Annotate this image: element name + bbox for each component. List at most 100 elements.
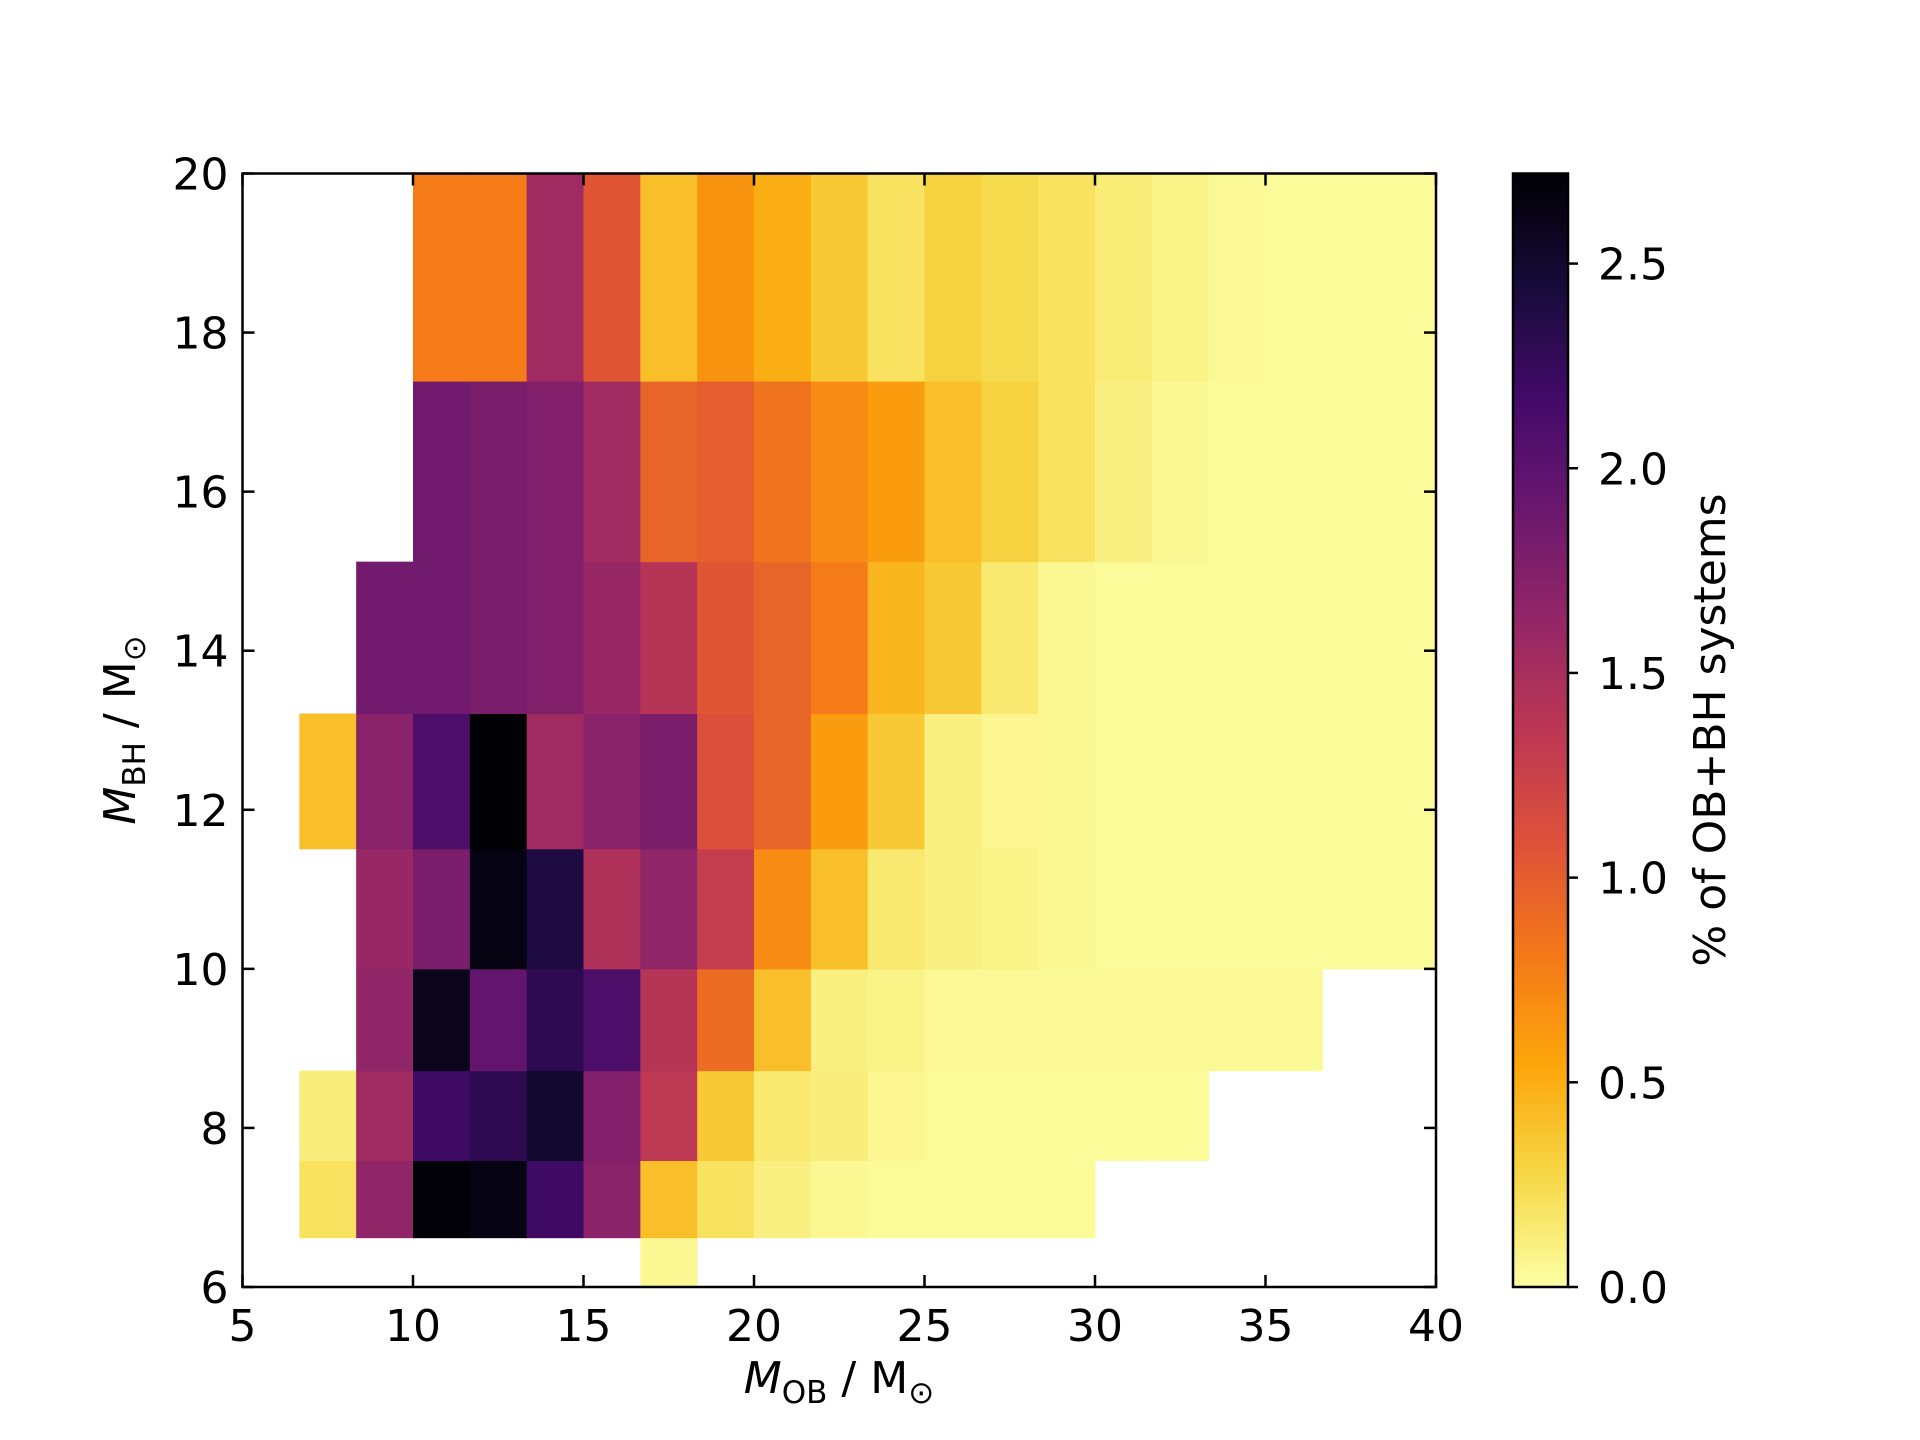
heatmap-cell [924, 1070, 982, 1162]
heatmap-cell [583, 848, 641, 970]
heatmap-cell [810, 1160, 869, 1239]
heatmap-cell [810, 1070, 869, 1162]
heatmap-cell [754, 968, 812, 1072]
heatmap-cell [526, 173, 584, 382]
heatmap-cell [697, 1070, 755, 1162]
heatmap-cell [1208, 561, 1266, 715]
x-tick-label: 5 [229, 1301, 257, 1352]
heatmap-cell [810, 381, 869, 563]
heatmap-cell [1038, 1070, 1096, 1162]
heatmap-cell [810, 173, 869, 382]
heatmap-cell [640, 1237, 698, 1288]
x-tick-label: 35 [1238, 1301, 1294, 1352]
heatmap-cell [413, 713, 471, 850]
y-label-subscript: BH [117, 742, 153, 787]
heatmap-cell [697, 381, 755, 563]
heatmap-cell [1038, 173, 1096, 382]
heatmap-cell [469, 381, 528, 563]
heatmap-cell [1095, 381, 1153, 563]
heatmap-cell [1095, 848, 1153, 970]
heatmap-cell [299, 1160, 357, 1239]
heatmap-cell [754, 848, 812, 970]
heatmap-cell [356, 1070, 414, 1162]
heatmap-cell [526, 381, 584, 563]
heatmap-cell [1095, 173, 1153, 382]
heatmap-cell [413, 848, 471, 970]
heatmap-cell [413, 1070, 471, 1162]
heatmap-cell [469, 848, 528, 970]
heatmap-cell [1151, 1070, 1210, 1162]
heatmap-cell [640, 968, 698, 1072]
heatmap-cell [640, 848, 698, 970]
heatmap-cell [754, 1160, 812, 1239]
x-tick-label: 10 [385, 1301, 441, 1352]
heatmap-cell [299, 1070, 357, 1162]
heatmap-cell [1265, 381, 1323, 563]
heatmap-cell [356, 713, 414, 850]
heatmap-cell [867, 1160, 925, 1239]
colorbar-tick-label: 1.0 [1598, 854, 1668, 905]
heatmap-cell [1095, 713, 1153, 850]
heatmap-cell [640, 381, 698, 563]
heatmap-cell [1038, 848, 1096, 970]
heatmap-cell [413, 561, 471, 715]
heatmap-cell [526, 1070, 584, 1162]
heatmap-cell [1379, 561, 1437, 715]
y-tick-label: 14 [173, 627, 229, 678]
colorbar-tick-label: 2.5 [1598, 240, 1668, 291]
heatmap-cell [1208, 173, 1266, 382]
x-label-unit: / M [827, 1353, 908, 1404]
heatmap-cell [469, 968, 528, 1072]
heatmap-cell [754, 561, 812, 715]
x-axis-label: MOB / M⊙ [744, 1353, 934, 1411]
heatmap-cell [1038, 381, 1096, 563]
heatmap-cell [526, 968, 584, 1072]
heatmap-cell [469, 1070, 528, 1162]
y-tick-label: 18 [173, 309, 229, 360]
heatmap-cell [1151, 173, 1210, 382]
heatmap-cell [1151, 713, 1210, 850]
y-label-unit: / M [95, 661, 146, 742]
heatmap-cell [583, 1160, 641, 1239]
heatmap-cell [640, 173, 698, 382]
heatmap-cell [867, 173, 925, 382]
heatmap-cell [924, 381, 982, 563]
heatmap-cell [1265, 713, 1323, 850]
heatmap-cell [1322, 381, 1380, 563]
heatmap-cell [640, 1070, 698, 1162]
heatmap-cell [810, 848, 869, 970]
heatmap [299, 173, 1437, 1288]
heatmap-cell [356, 561, 414, 715]
heatmap-cell [754, 381, 812, 563]
heatmap-cell [981, 173, 1039, 382]
plot-frame [241, 172, 1438, 1289]
heatmap-cell [583, 561, 641, 715]
heatmap-cell [1208, 381, 1266, 563]
heatmap-cell [981, 1160, 1039, 1239]
heatmap-cell [640, 1160, 698, 1239]
y-tick-label: 6 [201, 1263, 229, 1314]
heatmap-cell [981, 713, 1039, 850]
y-tick-label: 12 [173, 786, 229, 837]
heatmap-cell [1151, 561, 1210, 715]
x-label-subscript: OB [782, 1375, 828, 1411]
heatmap-cell [867, 848, 925, 970]
heatmap-cell [697, 968, 755, 1072]
heatmap-cell [1038, 561, 1096, 715]
heatmap-cell [583, 968, 641, 1072]
heatmap-cell [1095, 1070, 1153, 1162]
x-label-symbol: M [744, 1353, 782, 1404]
heatmap-cell [526, 713, 584, 850]
y-axis-label: MBH / M⊙ [95, 635, 153, 824]
y-tick-label: 20 [173, 150, 229, 201]
heatmap-cell [867, 713, 925, 850]
heatmap-cell [413, 1160, 471, 1239]
heatmap-cell [526, 1160, 584, 1239]
heatmap-cell [583, 381, 641, 563]
x-tick-label: 20 [726, 1301, 782, 1352]
heatmap-cell [1208, 848, 1266, 970]
heatmap-cell [583, 173, 641, 382]
heatmap-cell [1322, 173, 1380, 382]
heatmap-cell [924, 1160, 982, 1239]
